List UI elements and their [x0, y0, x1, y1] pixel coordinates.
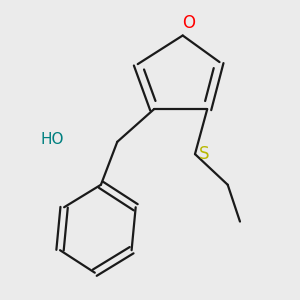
Text: HO: HO — [40, 132, 64, 147]
Text: O: O — [182, 14, 195, 32]
Text: S: S — [199, 145, 210, 163]
